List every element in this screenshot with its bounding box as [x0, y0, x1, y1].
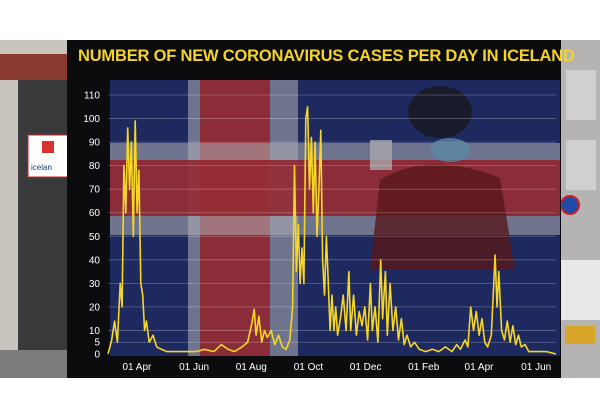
y-tick-label: 0 — [94, 350, 100, 361]
x-tick-label: 01 Jun — [179, 362, 209, 373]
y-tick-label: 10 — [89, 326, 101, 337]
y-tick-label: 90 — [89, 138, 101, 149]
y-tick-label: 20 — [89, 302, 101, 313]
y-tick-label: 110 — [84, 91, 100, 102]
y-tick-label: 80 — [89, 161, 101, 172]
x-tick-label: 01 Apr — [465, 362, 495, 373]
flag-background — [110, 80, 560, 356]
x-tick-label: 01 Aug — [236, 362, 267, 373]
shop-sign-text: icelan — [31, 163, 52, 172]
x-tick-label: 01 Feb — [408, 362, 440, 373]
series-lines — [107, 106, 557, 355]
y-tick-label: 30 — [89, 279, 101, 290]
chart-title: NUMBER OF NEW CORONAVIRUS CASES PER DAY … — [78, 47, 575, 65]
y-tick-label: 5 — [94, 338, 100, 349]
y-tick-label: 50 — [89, 232, 101, 243]
x-tick-label: 01 Jun — [521, 362, 551, 373]
x-tick-label: 01 Apr — [122, 362, 152, 373]
y-tick-label: 60 — [89, 208, 101, 219]
x-tick-label: 01 Dec — [350, 362, 382, 373]
y-tick-label: 70 — [89, 185, 101, 196]
series-line — [107, 106, 557, 355]
y-tick-label: 100 — [83, 114, 100, 125]
y-tick-label: 40 — [89, 255, 101, 266]
masked-person-figure — [370, 86, 515, 270]
x-tick-label: 01 Oct — [294, 362, 324, 373]
x-axis-ticks: 01 Apr 01 Jun 01 Aug 01 Oct 01 Dec 01 Feb 01 A… — [122, 362, 551, 373]
